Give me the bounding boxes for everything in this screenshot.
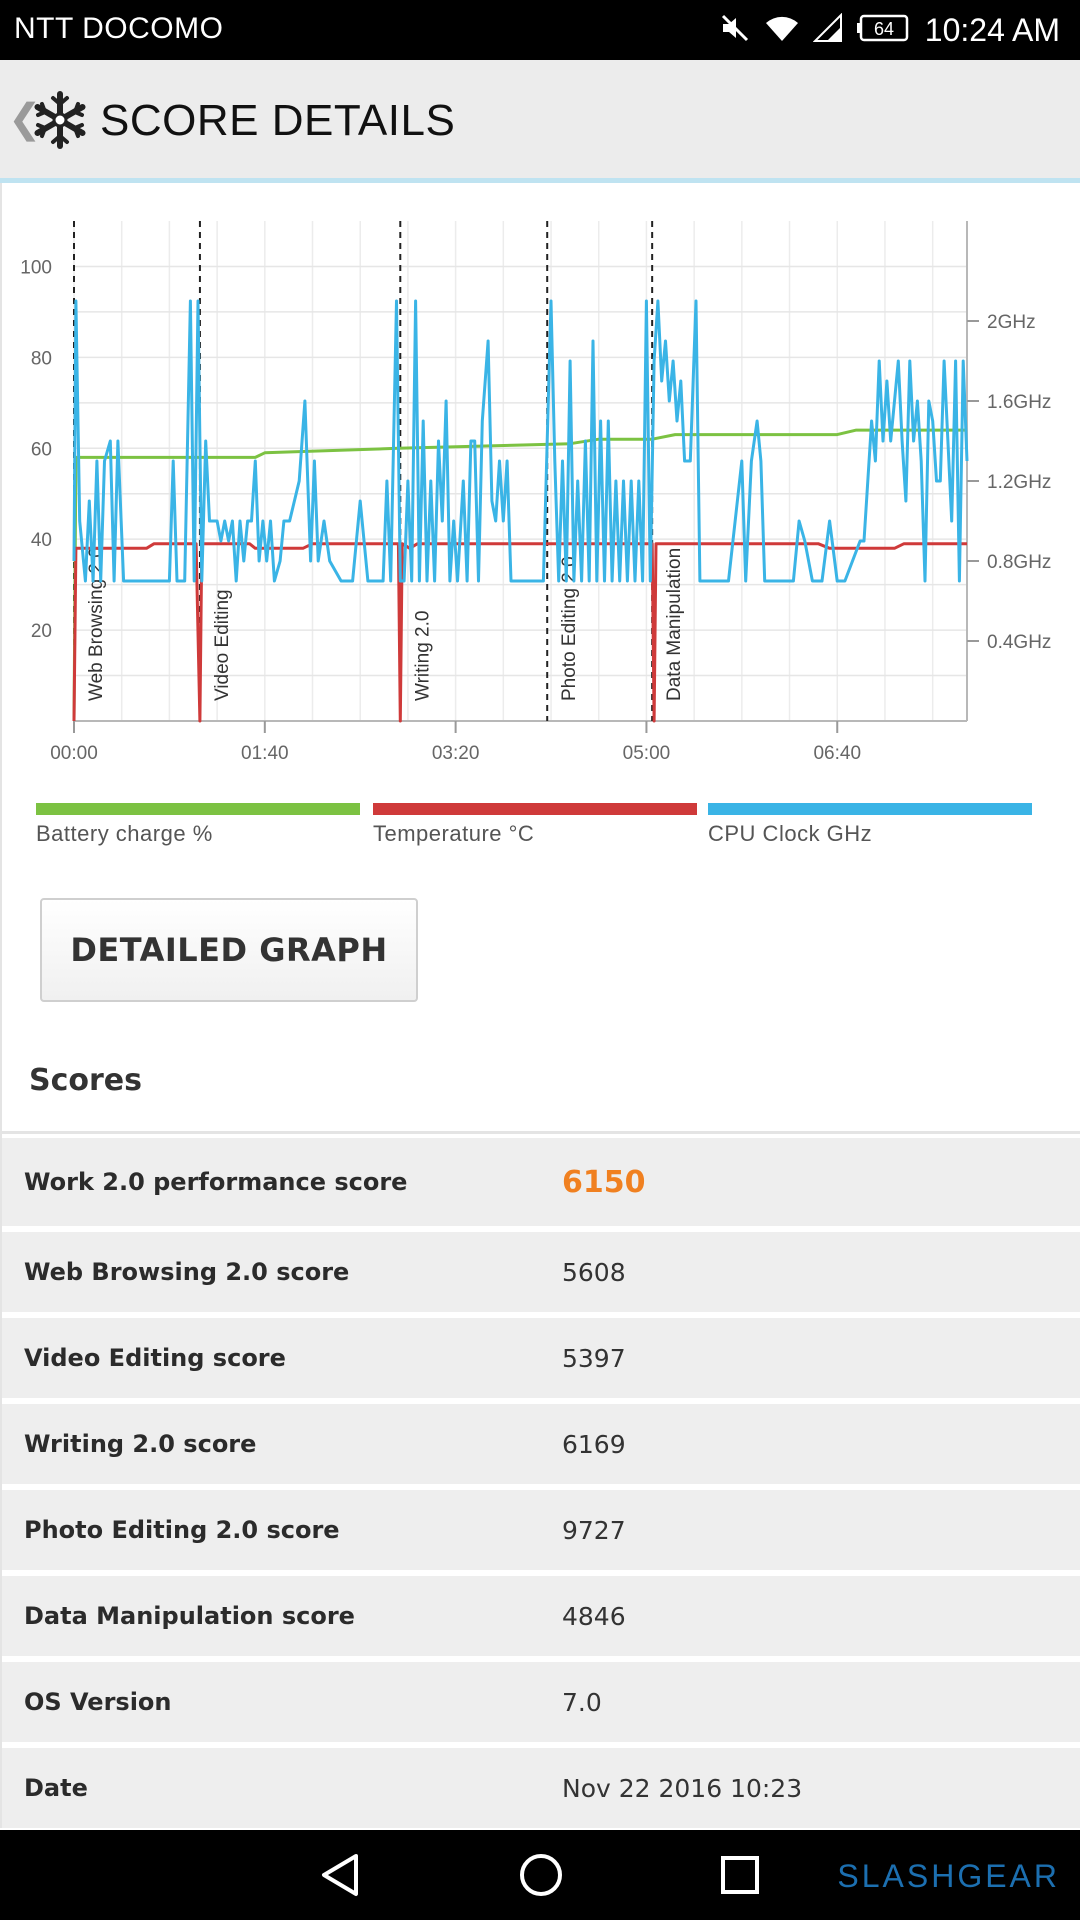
- wifi-icon: [765, 13, 799, 48]
- legend-item-battery: Battery charge %: [36, 803, 360, 847]
- legend-swatch-temperature: [373, 803, 697, 815]
- y-tick-right-label: 1.6GHz: [987, 392, 1051, 413]
- section-marker-label: Data Manipulation: [664, 548, 685, 701]
- performance-chart: 20 40 60 80 100 0.4GHz 0.8GHz 1.2GHz 1.6GHz 2GHz 0…: [20, 221, 1051, 764]
- score-label: Data Manipulation score: [24, 1602, 355, 1630]
- score-row-os-version: OS Version 7.0: [2, 1662, 1080, 1742]
- score-row-data-manipulation: Data Manipulation score 4846: [2, 1576, 1080, 1656]
- navigation-bar: SLASHGEAR: [0, 1830, 1080, 1920]
- chart-legend: Battery charge % Temperature °C CPU Cloc…: [2, 803, 1080, 863]
- score-row-video-editing: Video Editing score 5397: [2, 1318, 1080, 1398]
- page-title: SCORE DETAILS: [100, 96, 456, 145]
- score-value: 9727: [562, 1515, 626, 1545]
- mute-icon: [719, 12, 751, 49]
- status-icons: 64 10:24 AM: [719, 8, 1060, 52]
- x-tick-label: 05:00: [623, 743, 671, 764]
- legend-item-cpu: CPU Clock GHz: [708, 803, 1032, 847]
- score-label: OS Version: [24, 1688, 172, 1716]
- score-value-main: 6150: [562, 1164, 646, 1200]
- nav-home-icon[interactable]: [518, 1852, 564, 1903]
- y-tick-right-label: 0.8GHz: [987, 552, 1051, 573]
- cpu-clock-series-line: [72, 299, 969, 583]
- x-tick-label: 01:40: [241, 743, 289, 764]
- section-marker-label: Photo Editing 2.0: [559, 556, 580, 701]
- x-tick-label: 00:00: [50, 743, 98, 764]
- status-bar: NTT DOCOMO 64 10:24 AM: [0, 0, 1080, 60]
- scores-table: Work 2.0 performance score 6150 Web Brow…: [2, 1138, 1080, 1834]
- score-label: Web Browsing 2.0 score: [24, 1258, 350, 1286]
- x-tick-label: 06:40: [813, 743, 861, 764]
- score-row-web-browsing: Web Browsing 2.0 score 5608: [2, 1232, 1080, 1312]
- score-value: Nov 22 2016 10:23: [562, 1773, 803, 1803]
- score-value: 7.0: [562, 1687, 602, 1717]
- snowflake-logo-icon[interactable]: [30, 90, 90, 150]
- score-value: 5397: [562, 1343, 626, 1373]
- section-marker-label: Video Editing: [212, 589, 233, 701]
- x-tick-label: 03:20: [432, 743, 480, 764]
- scores-heading: Scores: [29, 1063, 142, 1098]
- score-value: 4846: [562, 1601, 626, 1631]
- y-tick-left-label: 100: [20, 257, 52, 278]
- app-bar: ❮ SCORE DETAILS: [0, 60, 1080, 183]
- clock: 10:24 AM: [924, 11, 1060, 48]
- score-row-writing: Writing 2.0 score 6169: [2, 1404, 1080, 1484]
- legend-swatch-battery: [36, 803, 360, 815]
- y-tick-right-label: 2GHz: [987, 312, 1036, 333]
- battery-icon: 64: [856, 13, 911, 48]
- score-value: 5608: [562, 1257, 626, 1287]
- nav-recents-icon[interactable]: [718, 1852, 762, 1903]
- legend-label-cpu: CPU Clock GHz: [708, 821, 873, 846]
- scores-divider: [2, 1131, 1080, 1134]
- y-tick-right-label: 1.2GHz: [987, 472, 1051, 493]
- score-row-work: Work 2.0 performance score 6150: [2, 1138, 1080, 1226]
- section-marker-label: Web Browsing 2.0: [86, 547, 107, 701]
- legend-label-temperature: Temperature °C: [373, 821, 535, 846]
- y-tick-right-label: 0.4GHz: [987, 632, 1051, 653]
- detailed-graph-button[interactable]: DETAILED GRAPH: [40, 898, 418, 1002]
- score-label: Date: [24, 1774, 88, 1802]
- y-tick-left-label: 20: [31, 621, 52, 642]
- score-label: Photo Editing 2.0 score: [24, 1516, 340, 1544]
- carrier-label: NTT DOCOMO: [14, 12, 224, 45]
- signal-icon: [812, 12, 843, 48]
- score-row-photo-editing: Photo Editing 2.0 score 9727: [2, 1490, 1080, 1570]
- legend-swatch-cpu: [708, 803, 1032, 815]
- score-label: Work 2.0 performance score: [24, 1168, 408, 1196]
- score-value: 6169: [562, 1429, 626, 1459]
- score-label: Video Editing score: [24, 1344, 286, 1372]
- nav-back-icon[interactable]: [318, 1852, 362, 1903]
- temperature-series-line: [72, 542, 967, 723]
- legend-label-battery: Battery charge %: [36, 821, 213, 846]
- y-tick-left-label: 80: [31, 348, 52, 369]
- main-content: 20 40 60 80 100 0.4GHz 0.8GHz 1.2GHz 1.6GHz 2GHz 0…: [0, 183, 1080, 1828]
- legend-item-temperature: Temperature °C: [373, 803, 697, 847]
- score-label: Writing 2.0 score: [24, 1430, 257, 1458]
- y-tick-left-label: 60: [31, 439, 52, 460]
- section-marker-label: Writing 2.0: [412, 611, 433, 701]
- y-tick-left-label: 40: [31, 530, 52, 551]
- slashgear-watermark: SLASHGEAR: [837, 1858, 1060, 1894]
- battery-level-text: 64: [874, 19, 894, 39]
- score-row-date: Date Nov 22 2016 10:23: [2, 1748, 1080, 1828]
